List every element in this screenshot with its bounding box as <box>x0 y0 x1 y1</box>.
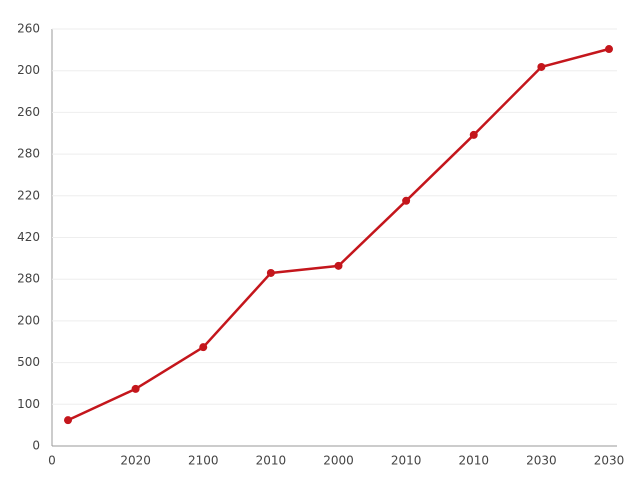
y-tick-label: 260 <box>17 22 40 36</box>
x-tick-label: 2030 <box>594 454 625 468</box>
x-tick-label: 2010 <box>391 454 422 468</box>
y-tick-label: 420 <box>17 230 40 244</box>
marker <box>605 45 613 54</box>
line <box>67 47 610 422</box>
x-tick-label: 2010 <box>458 454 489 468</box>
marker <box>334 261 343 270</box>
x-tick-label: 2020 <box>120 454 151 468</box>
x-tick-label: 2030 <box>526 454 557 468</box>
marker <box>537 62 546 71</box>
x-tick-label: 2010 <box>256 454 287 468</box>
y-tick-label: 200 <box>17 63 40 77</box>
y-tick-label: 280 <box>17 147 40 161</box>
y-tick-label: 0 <box>32 439 40 453</box>
y-tick-label: 260 <box>17 105 40 119</box>
y-tick-label: 280 <box>17 272 40 286</box>
marker <box>469 130 478 139</box>
y-tick-label: 500 <box>17 355 40 369</box>
y-tick-label: 220 <box>17 188 40 202</box>
marker <box>64 416 72 425</box>
marker <box>131 384 140 393</box>
y-tick-label: 100 <box>17 397 40 411</box>
marker <box>199 343 208 352</box>
marker <box>402 196 411 205</box>
x-tick-label: 2000 <box>323 454 354 468</box>
marker <box>266 268 275 277</box>
x-tick-label: 0 <box>48 454 56 468</box>
y-tick-label: 200 <box>17 313 40 327</box>
x-tick-label: 2100 <box>188 454 219 468</box>
